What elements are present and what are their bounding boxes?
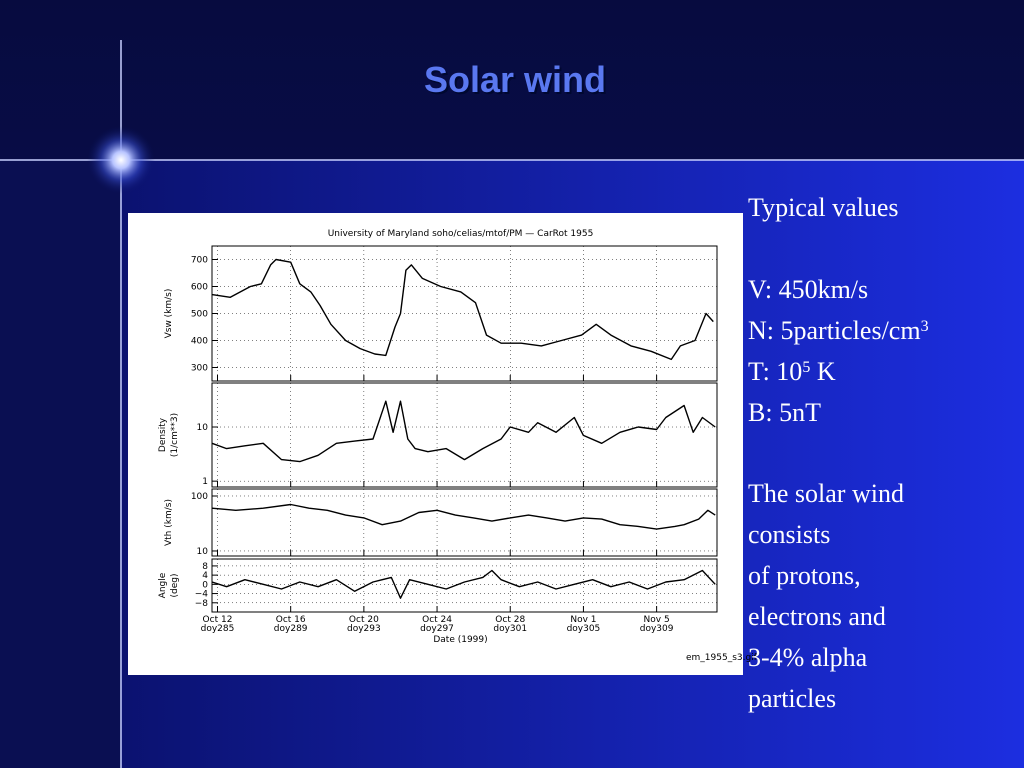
x-tick-sublabel: doy293 xyxy=(347,624,381,634)
title-shadow: Solar wind xyxy=(426,61,608,102)
superscript: 5 xyxy=(802,359,810,376)
panel-frame xyxy=(211,558,718,613)
description-line: consists xyxy=(748,520,830,549)
typical-values: V: 450km/s N: 5particles/cm3 T: 105 K B: 5n… xyxy=(748,275,929,427)
x-tick-label: Nov 5 xyxy=(644,615,670,625)
value-text: N: 5particles/cm xyxy=(748,316,921,345)
y-tick-label: 0 xyxy=(202,580,208,590)
y-axis-label: Angle xyxy=(158,572,168,598)
x-tick-label: Oct 16 xyxy=(276,615,306,625)
y-tick-label: 8 xyxy=(202,562,208,572)
x-tick-sublabel: doy309 xyxy=(640,624,674,634)
value-line: V: 450km/s xyxy=(748,275,868,304)
chart-title: University of Maryland soho/celias/mtof/… xyxy=(328,229,594,239)
x-tick-sublabel: doy301 xyxy=(493,624,527,634)
value-text: B: 5nT xyxy=(748,398,821,427)
x-tick-label: Oct 28 xyxy=(495,615,525,625)
value-text: T: 10 xyxy=(748,357,802,386)
data-line xyxy=(211,503,716,530)
y-tick-label: −8 xyxy=(195,599,209,609)
x-tick-label: Oct 24 xyxy=(422,615,452,625)
superscript: 3 xyxy=(921,318,929,335)
description: The solar wind consists of protons, electro… xyxy=(748,479,904,713)
y-axis-label: Vsw (km/s) xyxy=(164,289,174,339)
y-tick-label: 4 xyxy=(202,571,208,581)
left-strip xyxy=(0,160,121,768)
description-line: 3-4% alpha xyxy=(748,643,868,672)
y-tick-label: 1 xyxy=(202,477,208,487)
x-tick-sublabel: doy289 xyxy=(274,624,308,634)
y-tick-label: −4 xyxy=(195,590,209,600)
panel-frame xyxy=(211,488,718,557)
x-tick-sublabel: doy285 xyxy=(201,624,235,634)
heading: Typical values xyxy=(748,193,899,222)
value-line: B: 5nT xyxy=(748,398,821,427)
chart: University of Maryland soho/celias/mtof/… xyxy=(158,229,758,663)
y-axis-label: Vth (km/s) xyxy=(164,499,174,546)
y-axis-label: (1/cm**3) xyxy=(170,413,180,457)
y-tick-label: 600 xyxy=(191,283,208,293)
x-tick-label: Nov 1 xyxy=(570,615,596,625)
note: em_1955_s3.gif xyxy=(686,653,758,663)
x-tick-sublabel: doy305 xyxy=(567,624,601,634)
y-axis-label: (deg) xyxy=(170,574,180,598)
data-line xyxy=(211,258,714,361)
x-tick-sublabel: doy297 xyxy=(420,624,454,634)
x-tick-label: Oct 12 xyxy=(203,615,233,625)
y-tick-label: 500 xyxy=(191,310,208,320)
value-line: T: 105 K xyxy=(748,357,836,386)
description-line: The solar wind xyxy=(748,479,904,508)
value-line: N: 5particles/cm3 xyxy=(748,316,929,345)
description-line: of protons, xyxy=(748,561,861,590)
y-tick-label: 700 xyxy=(191,256,208,266)
description-line: electrons and xyxy=(748,602,886,631)
chart-image xyxy=(128,213,743,675)
data-line xyxy=(211,569,716,599)
panel-frame xyxy=(211,382,718,488)
x-tick-label: Oct 20 xyxy=(349,615,379,625)
y-tick-label: 400 xyxy=(191,337,208,347)
value-suffix: K xyxy=(810,357,836,386)
y-tick-label: 10 xyxy=(197,423,209,433)
value-text: V: 450km/s xyxy=(748,275,868,304)
title: Solar wind xyxy=(424,59,606,100)
star-glow xyxy=(87,126,155,194)
x-axis-label: Date (1999) xyxy=(433,635,487,645)
y-tick-label: 10 xyxy=(197,547,209,557)
data-line xyxy=(211,400,716,463)
y-tick-label: 300 xyxy=(191,364,208,374)
description-line: particles xyxy=(748,684,836,713)
y-axis-label: Density xyxy=(158,417,168,452)
y-tick-label: 100 xyxy=(191,492,208,502)
